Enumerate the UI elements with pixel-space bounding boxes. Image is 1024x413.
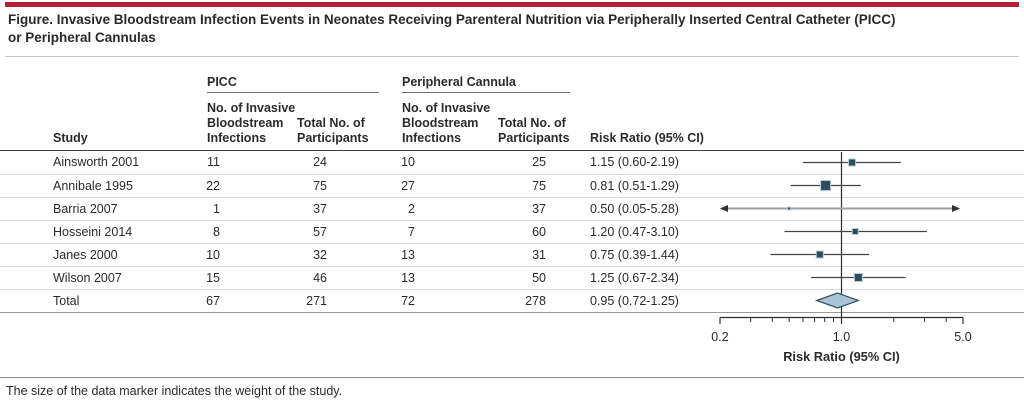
study-name: Janes 2000 bbox=[53, 248, 118, 262]
column-header-study: Study bbox=[53, 131, 88, 145]
picc-participants: 46 bbox=[313, 271, 327, 285]
cannula-participants: 25 bbox=[532, 155, 546, 169]
picc-participants: 32 bbox=[313, 248, 327, 262]
study-marker bbox=[853, 273, 863, 282]
cannula-infections: 13 bbox=[401, 271, 415, 285]
risk-ratio-value: 0.75 (0.39-1.44) bbox=[590, 248, 679, 262]
x-tick-label: 5.0 bbox=[954, 330, 971, 344]
cannula-participants: 31 bbox=[532, 248, 546, 262]
picc-infections: 10 bbox=[206, 248, 220, 262]
study-name: Ainsworth 2001 bbox=[53, 155, 140, 169]
arrow-right-icon bbox=[952, 205, 960, 212]
risk-ratio-value: 1.25 (0.67-2.34) bbox=[590, 271, 679, 285]
column-group-picc: PICC bbox=[207, 75, 379, 93]
study-marker bbox=[820, 180, 832, 191]
cannula-infections: 7 bbox=[408, 225, 415, 239]
title-divider bbox=[5, 56, 1019, 57]
picc-infections: 11 bbox=[207, 155, 220, 169]
risk-ratio-value: 1.15 (0.60-2.19) bbox=[590, 155, 679, 169]
table-row: Wilson 2007 15 46 13 50 1.25 (0.67-2.34) bbox=[0, 266, 1024, 289]
top-accent-bar bbox=[5, 2, 1019, 7]
cannula-infections: 2 bbox=[408, 202, 415, 216]
table-row: Ainsworth 2001 11 24 10 25 1.15 (0.60-2.… bbox=[0, 151, 1024, 174]
x-tick-label: 0.2 bbox=[711, 330, 728, 344]
picc-participants: 57 bbox=[313, 225, 327, 239]
picc-infections: 67 bbox=[206, 294, 220, 308]
picc-infections: 15 bbox=[206, 271, 220, 285]
forest-plot: 0.2 1.0 5.0 Risk Ratio (95% CI) bbox=[700, 145, 1024, 370]
picc-participants: 37 bbox=[313, 202, 327, 216]
figure-title-line1: Figure. Invasive Bloodstream Infection E… bbox=[8, 12, 896, 27]
column-header-cannula-participants: Total No. of Participants bbox=[498, 116, 570, 145]
column-header-picc-infections: No. of Invasive Bloodstream Infections bbox=[207, 101, 296, 145]
picc-participants: 75 bbox=[313, 179, 327, 193]
picc-participants: 271 bbox=[306, 294, 327, 308]
picc-infections: 22 bbox=[206, 179, 220, 193]
column-group-peripheral-cannula: Peripheral Cannula bbox=[402, 75, 570, 93]
x-tick-label: 1.0 bbox=[833, 330, 850, 344]
total-diamond bbox=[814, 292, 861, 309]
picc-infections: 8 bbox=[213, 225, 220, 239]
cannula-participants: 37 bbox=[532, 202, 546, 216]
cannula-participants: 60 bbox=[532, 225, 546, 239]
table-row: Hosseini 2014 8 57 7 60 1.20 (0.47-3.10) bbox=[0, 220, 1024, 243]
risk-ratio-value: 1.20 (0.47-3.10) bbox=[590, 225, 679, 239]
footer-divider bbox=[0, 377, 1024, 378]
table-row: Barria 2007 1 37 2 37 0.50 (0.05-5.28) bbox=[0, 197, 1024, 220]
cannula-infections: 27 bbox=[401, 179, 415, 193]
figure-title-line2: or Peripheral Cannulas bbox=[8, 29, 156, 45]
table-header: PICC Peripheral Cannula Study No. of Inv… bbox=[0, 70, 1024, 151]
cannula-participants: 75 bbox=[532, 179, 546, 193]
risk-ratio-value: 0.50 (0.05-5.28) bbox=[590, 202, 679, 216]
arrow-left-icon bbox=[720, 205, 728, 212]
risk-ratio-value: 0.81 (0.51-1.29) bbox=[590, 179, 679, 193]
cannula-participants: 278 bbox=[525, 294, 546, 308]
study-marker bbox=[848, 158, 857, 167]
cannula-infections: 10 bbox=[401, 155, 415, 169]
column-header-risk-ratio: Risk Ratio (95% CI) bbox=[590, 131, 704, 145]
table-row: Janes 2000 10 32 13 31 0.75 (0.39-1.44) bbox=[0, 243, 1024, 266]
study-name: Annibale 1995 bbox=[53, 179, 133, 193]
figure-title: Figure. Invasive Bloodstream Infection E… bbox=[8, 11, 1018, 46]
cannula-infections: 13 bbox=[401, 248, 415, 262]
column-header-picc-participants: Total No. of Participants bbox=[297, 116, 369, 145]
picc-participants: 24 bbox=[313, 155, 327, 169]
study-marker bbox=[851, 228, 859, 235]
study-marker bbox=[815, 250, 824, 259]
study-name: Total bbox=[53, 294, 80, 308]
study-name: Wilson 2007 bbox=[53, 271, 122, 285]
figure-footnote: The size of the data marker indicates th… bbox=[6, 384, 343, 398]
table-row: Annibale 1995 22 75 27 75 0.81 (0.51-1.2… bbox=[0, 174, 1024, 197]
table-row-total: Total 67 271 72 278 0.95 (0.72-1.25) bbox=[0, 289, 1024, 312]
study-marker bbox=[787, 206, 792, 211]
risk-ratio-value: 0.95 (0.72-1.25) bbox=[590, 294, 679, 308]
study-name: Barria 2007 bbox=[53, 202, 118, 216]
column-header-cannula-infections: No. of Invasive Bloodstream Infections bbox=[402, 101, 491, 145]
cannula-infections: 72 bbox=[401, 294, 415, 308]
picc-infections: 1 bbox=[213, 202, 220, 216]
study-table: Ainsworth 2001 11 24 10 25 1.15 (0.60-2.… bbox=[0, 150, 1024, 313]
x-axis-title: Risk Ratio (95% CI) bbox=[783, 349, 900, 364]
study-name: Hosseini 2014 bbox=[53, 225, 133, 239]
cannula-participants: 50 bbox=[532, 271, 546, 285]
